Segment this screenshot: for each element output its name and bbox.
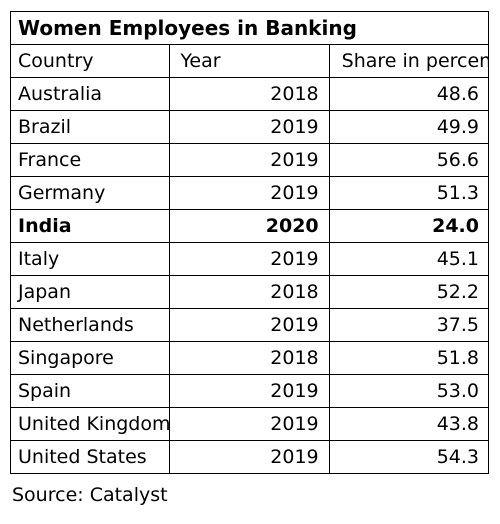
cell-country: Spain — [9, 374, 171, 408]
header-row: Country Year Share in percent — [9, 44, 490, 78]
cell-share: 51.3 — [328, 176, 490, 210]
cell-year: 2018 — [169, 341, 330, 375]
cell-year: 2019 — [169, 374, 330, 408]
cell-share: 54.3 — [328, 440, 490, 474]
cell-share: 43.8 — [328, 407, 490, 441]
column-header-share: Share in percent — [328, 44, 490, 78]
table-row: Italy 2019 45.1 — [9, 242, 490, 276]
cell-country: United Kingdom — [9, 407, 171, 441]
cell-country: France — [9, 143, 171, 177]
table-row: France 2019 56.6 — [9, 143, 490, 177]
cell-country: Netherlands — [9, 308, 171, 342]
title-row: Women Employees in Banking — [10, 11, 489, 45]
cell-year: 2019 — [169, 143, 330, 177]
table-row: Japan 2018 52.2 — [9, 275, 490, 309]
cell-share: 52.2 — [328, 275, 490, 309]
source-note: Source: Catalyst — [12, 484, 168, 506]
table-row: United States 2019 54.3 — [9, 440, 490, 474]
women-banking-table: Women Employees in Banking Country Year … — [9, 11, 490, 474]
cell-share: 49.9 — [328, 110, 490, 144]
cell-year: 2019 — [169, 308, 330, 342]
table-row: Spain 2019 53.0 — [9, 374, 490, 408]
column-header-country: Country — [9, 44, 171, 78]
cell-year: 2020 — [169, 209, 330, 243]
cell-year: 2019 — [169, 242, 330, 276]
cell-year: 2019 — [169, 176, 330, 210]
cell-year: 2018 — [169, 275, 330, 309]
cell-country: Italy — [9, 242, 171, 276]
cell-year: 2019 — [169, 407, 330, 441]
table-row: Germany 2019 51.3 — [9, 176, 490, 210]
cell-country: Japan — [9, 275, 171, 309]
cell-share: 45.1 — [328, 242, 490, 276]
cell-share: 37.5 — [328, 308, 490, 342]
cell-share: 56.6 — [328, 143, 490, 177]
cell-year: 2018 — [169, 77, 330, 111]
cell-year: 2019 — [169, 440, 330, 474]
table-row: India 2020 24.0 — [9, 209, 490, 243]
table-row: Singapore 2018 51.8 — [9, 341, 490, 375]
table-row: Brazil 2019 49.9 — [9, 110, 490, 144]
column-header-year: Year — [169, 44, 330, 78]
table-title: Women Employees in Banking — [10, 11, 489, 45]
cell-share: 24.0 — [328, 209, 490, 243]
table-row: Australia 2018 48.6 — [9, 77, 490, 111]
cell-share: 51.8 — [328, 341, 490, 375]
cell-share: 53.0 — [328, 374, 490, 408]
cell-country: Brazil — [9, 110, 171, 144]
data-table-container: Women Employees in Banking Country Year … — [9, 11, 490, 474]
cell-country: Germany — [9, 176, 171, 210]
cell-country: United States — [9, 440, 171, 474]
cell-country: India — [9, 209, 171, 243]
cell-share: 48.6 — [328, 77, 490, 111]
cell-year: 2019 — [169, 110, 330, 144]
cell-country: Singapore — [9, 341, 171, 375]
table-row: United Kingdom 2019 43.8 — [9, 407, 490, 441]
table-row: Netherlands 2019 37.5 — [9, 308, 490, 342]
cell-country: Australia — [9, 77, 171, 111]
